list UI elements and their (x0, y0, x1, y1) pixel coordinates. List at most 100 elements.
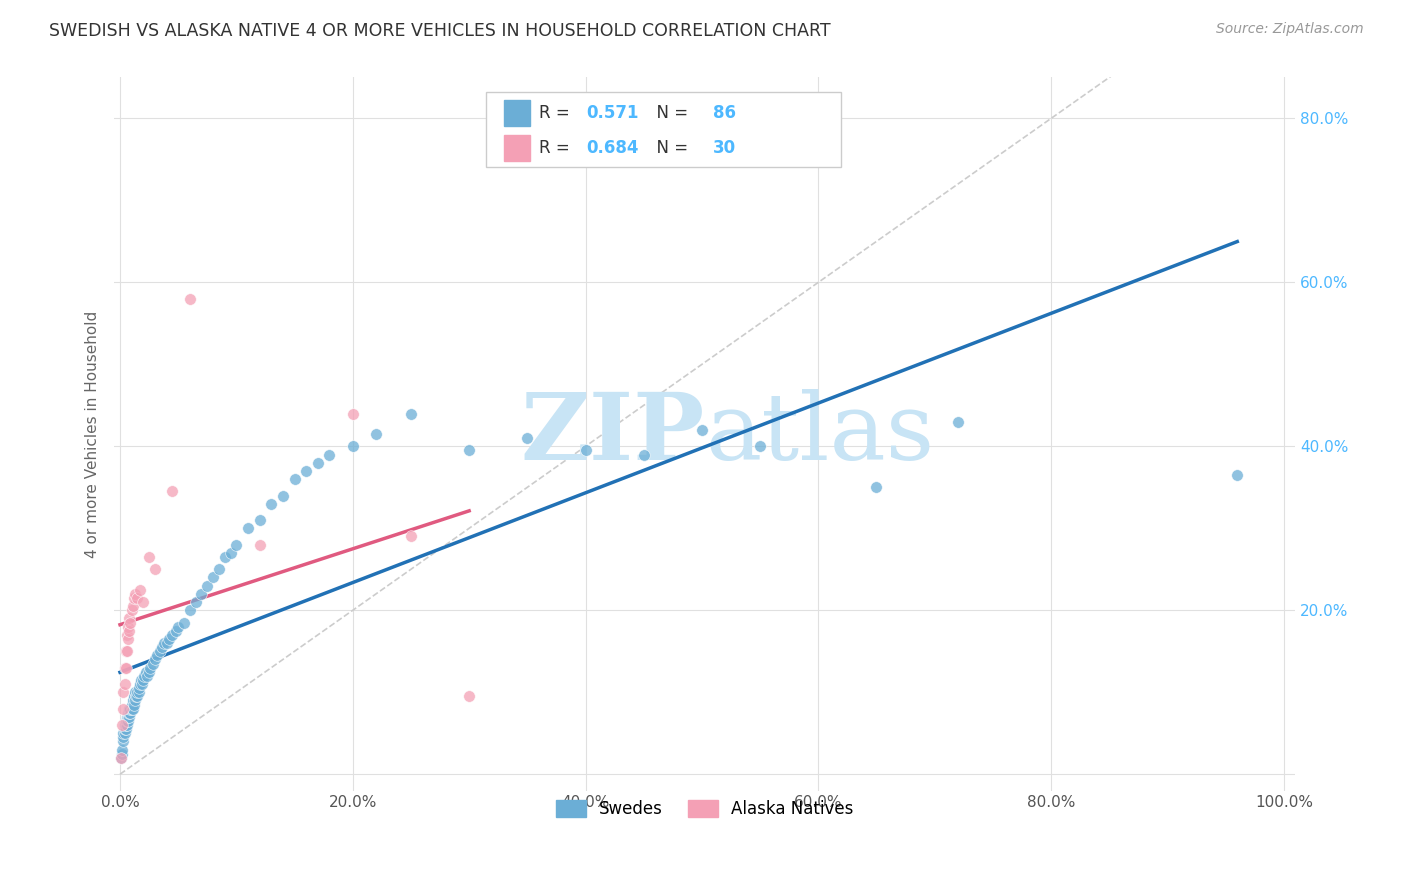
Text: 86: 86 (713, 103, 737, 121)
Point (128, 677, 150, 691)
Text: ZIP: ZIP (520, 389, 704, 479)
Text: 0.684: 0.684 (586, 139, 640, 157)
Point (138, 665, 160, 679)
Point (112, 685, 135, 699)
Point (260, 497, 283, 511)
Point (155, 636, 177, 650)
Point (112, 731, 135, 745)
Point (143, 652, 166, 666)
Point (131, 677, 153, 691)
Point (865, 480, 887, 494)
Point (135, 665, 157, 679)
Point (342, 439, 364, 453)
Point (121, 603, 143, 617)
Point (127, 690, 149, 704)
Point (173, 615, 195, 630)
Point (129, 673, 152, 687)
Point (153, 636, 176, 650)
Point (165, 624, 187, 638)
Point (143, 562, 166, 576)
Point (117, 632, 139, 646)
Point (117, 714, 139, 728)
Point (184, 595, 207, 609)
Point (114, 660, 136, 674)
Point (121, 701, 143, 715)
Text: N =: N = (645, 103, 693, 121)
Text: R =: R = (540, 139, 575, 157)
Point (110, 751, 132, 765)
Point (749, 439, 772, 453)
Point (115, 644, 138, 658)
Point (112, 734, 135, 748)
Point (249, 538, 271, 552)
Point (117, 710, 139, 724)
Point (127, 591, 149, 605)
Point (146, 648, 169, 663)
Point (114, 722, 136, 736)
Point (132, 595, 155, 609)
Point (295, 464, 318, 478)
Point (124, 693, 146, 707)
Point (114, 722, 136, 736)
Point (284, 472, 307, 486)
Point (128, 582, 150, 597)
Point (167, 620, 190, 634)
Point (179, 292, 201, 306)
Point (458, 690, 481, 704)
Point (162, 484, 184, 499)
Point (307, 456, 329, 470)
Y-axis label: 4 or more Vehicles in Household: 4 or more Vehicles in Household (86, 310, 100, 558)
Point (111, 718, 134, 732)
Point (128, 685, 150, 699)
Point (117, 706, 139, 720)
Point (214, 549, 236, 564)
Point (118, 611, 141, 625)
Point (271, 488, 294, 502)
Point (114, 677, 136, 691)
Point (120, 701, 142, 715)
Point (121, 599, 143, 614)
Point (128, 681, 150, 695)
Point (122, 591, 145, 605)
Point (249, 513, 271, 527)
Point (115, 710, 138, 724)
Point (633, 448, 655, 462)
Point (115, 714, 138, 728)
Point (690, 423, 713, 437)
Point (120, 706, 142, 720)
Point (202, 570, 225, 584)
Point (195, 579, 218, 593)
Point (118, 710, 141, 724)
Point (114, 660, 136, 674)
Point (118, 624, 141, 638)
Point (121, 701, 143, 715)
Point (190, 587, 212, 601)
Point (118, 701, 141, 715)
Point (142, 657, 165, 671)
Point (364, 427, 387, 442)
Point (111, 747, 134, 761)
Point (127, 685, 149, 699)
Point (122, 698, 145, 712)
Point (114, 644, 136, 658)
Point (115, 718, 138, 732)
Point (114, 718, 136, 732)
FancyBboxPatch shape (503, 135, 530, 161)
Text: 0.571: 0.571 (586, 103, 640, 121)
Point (208, 562, 231, 576)
Legend: Swedes, Alaska Natives: Swedes, Alaska Natives (550, 794, 860, 825)
Point (318, 448, 340, 462)
Point (157, 632, 180, 646)
Point (120, 615, 142, 630)
Point (124, 685, 146, 699)
Text: N =: N = (645, 139, 693, 157)
Point (946, 415, 969, 429)
Point (399, 529, 422, 543)
Point (219, 546, 242, 560)
Point (122, 690, 145, 704)
Point (458, 443, 481, 458)
Point (114, 726, 136, 740)
Text: R =: R = (540, 103, 575, 121)
Point (342, 407, 364, 421)
Point (114, 714, 136, 728)
